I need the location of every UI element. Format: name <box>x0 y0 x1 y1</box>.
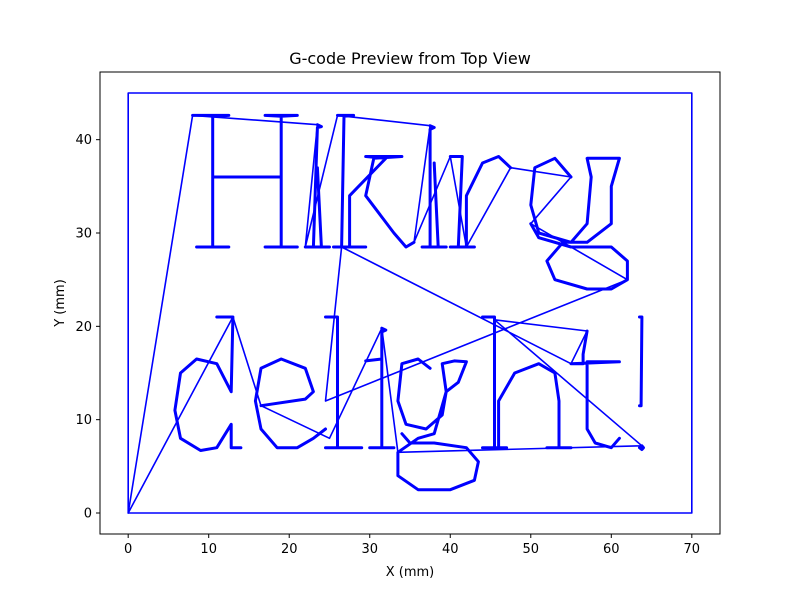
toolpath-series-3 <box>332 113 416 249</box>
toolpath-series-0 <box>127 92 693 514</box>
x-tick-label: 60 <box>603 542 620 557</box>
toolpath-series-12 <box>481 315 573 450</box>
axis-ticks: 0 10 20 30 40 50 60 70 0 10 20 30 40 <box>75 133 700 557</box>
x-tick-label: 40 <box>442 542 459 557</box>
toolpath-series-13 <box>569 329 621 450</box>
x-tick-label: 70 <box>684 542 701 557</box>
x-tick-label: 20 <box>281 542 298 557</box>
x-tick-label: 10 <box>200 542 217 557</box>
toolpath-series-6 <box>529 156 629 291</box>
toolpath-series-7 <box>173 315 243 452</box>
y-tick-label: 0 <box>84 507 92 522</box>
axes-frame <box>99 71 721 535</box>
y-tick-label: 30 <box>75 227 92 242</box>
chart-title: G-code Preview from Top View <box>289 49 531 68</box>
plot-area <box>127 92 693 514</box>
y-tick-label: 40 <box>75 133 92 148</box>
x-tick-label: 30 <box>361 542 378 557</box>
toolpath-series-16 <box>127 114 643 514</box>
y-tick-label: 10 <box>75 413 92 428</box>
y-axis-label: Y (mm) <box>53 279 68 328</box>
toolpath-series-2 <box>303 123 331 249</box>
toolpath-series-15 <box>638 444 645 451</box>
toolpath-series-14 <box>638 315 644 408</box>
toolpath-series-8 <box>253 357 327 450</box>
toolpath-series-1 <box>191 113 299 249</box>
y-tick-label: 20 <box>75 320 92 335</box>
toolpath-series-9 <box>324 315 364 450</box>
toolpath-series-11 <box>396 357 480 492</box>
x-tick-label: 0 <box>124 542 132 557</box>
toolpath-series-5 <box>448 155 513 249</box>
x-axis-label: X (mm) <box>386 565 435 580</box>
toolpath-series-10 <box>364 326 396 450</box>
x-tick-label: 50 <box>523 542 540 557</box>
toolpath-series-4 <box>420 124 448 249</box>
